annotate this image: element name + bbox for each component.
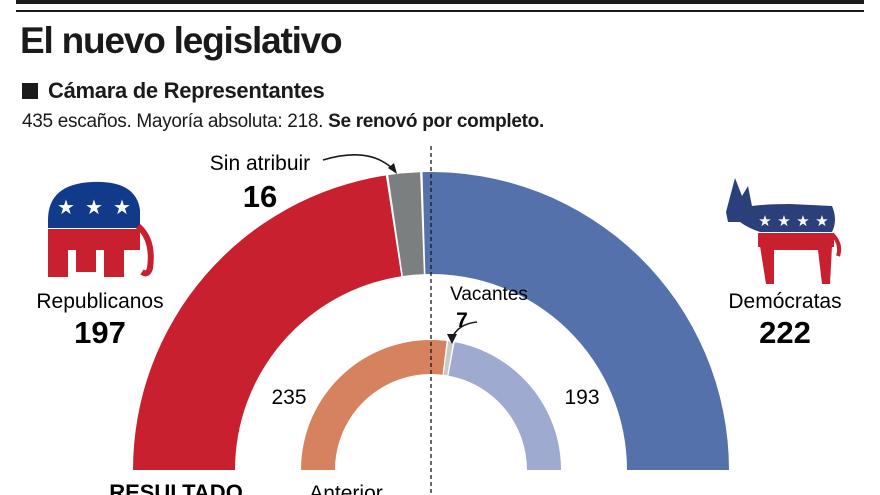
- previous-label: Anterior: [309, 482, 383, 495]
- description-emphasis: Se renovó por completo.: [323, 111, 544, 132]
- donkey-icon: ★ ★ ★ ★: [726, 178, 842, 284]
- svg-text:★: ★: [796, 212, 809, 230]
- outer-half-donut: [133, 172, 729, 471]
- svg-text:★: ★: [815, 212, 828, 230]
- previous-slice-2: [448, 342, 561, 470]
- vacant-arrowhead: [447, 334, 457, 344]
- description-text: 435 escaños. Mayoría absoluta: 218.: [22, 111, 324, 132]
- democrat-label: Demócratas: [728, 290, 841, 313]
- page-title: El nuevo legislativo: [20, 20, 343, 61]
- svg-text:★: ★: [758, 212, 771, 230]
- republican-label: Republicanos: [36, 290, 163, 313]
- unassigned-callout-arrow: [322, 154, 395, 171]
- previous-democrat-value: 193: [564, 386, 599, 409]
- result-slice-1: [388, 172, 424, 277]
- elephant-icon: ★ ★ ★: [48, 181, 154, 277]
- top-rule-thin: [16, 10, 864, 12]
- svg-text:★: ★: [85, 195, 103, 219]
- svg-text:★: ★: [777, 212, 790, 230]
- inner-half-donut: [301, 339, 561, 470]
- vacant-value: 7: [456, 309, 468, 332]
- top-rule: [16, 0, 864, 4]
- svg-text:★: ★: [113, 195, 131, 219]
- svg-text:★: ★: [57, 195, 75, 219]
- result-label: RESULTADO: [109, 480, 243, 495]
- description: 435 escaños. Mayoría absoluta: 218. Se r…: [22, 111, 544, 133]
- previous-republican-value: 235: [271, 386, 306, 409]
- previous-slice-0: [301, 339, 447, 470]
- vacant-label: Vacantes: [450, 284, 528, 305]
- section-subtitle: Cámara de Representantes: [48, 78, 325, 103]
- unassigned-label: Sin atribuir: [210, 152, 310, 175]
- republican-value: 197: [74, 315, 126, 350]
- section-header: Cámara de Representantes: [22, 78, 325, 104]
- democrat-value: 222: [759, 315, 811, 350]
- previous-slice-1: [443, 341, 454, 376]
- square-bullet-icon: [22, 83, 38, 99]
- unassigned-arrowhead: [388, 163, 397, 174]
- result-slice-0: [133, 175, 402, 470]
- result-slice-2: [422, 172, 729, 471]
- unassigned-value: 16: [243, 179, 277, 214]
